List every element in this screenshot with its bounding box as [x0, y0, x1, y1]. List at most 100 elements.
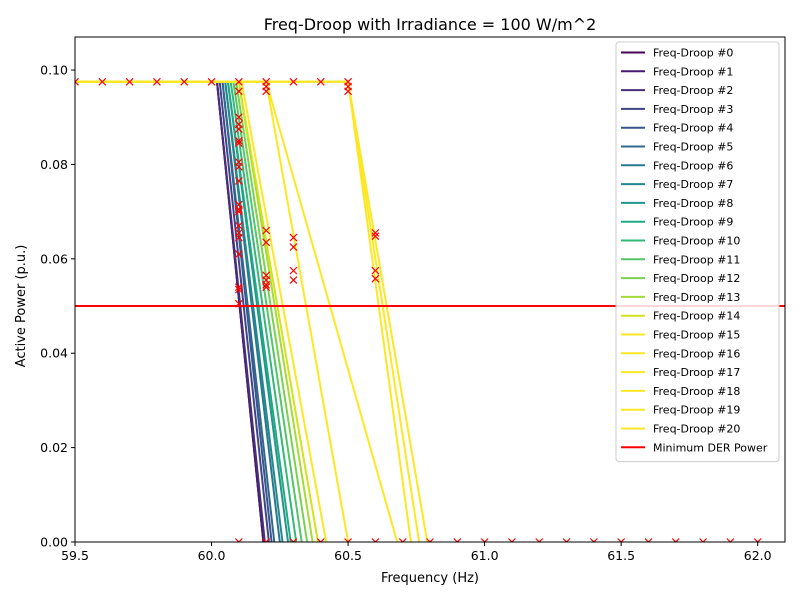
data-marker: [262, 280, 271, 289]
data-marker: [371, 538, 380, 542]
data-marker: [152, 77, 161, 86]
data-marker: [234, 162, 243, 171]
data-marker: [289, 77, 298, 86]
legend-box: [615, 41, 780, 463]
legend-label: Freq-Droop #8: [653, 197, 733, 210]
data-marker: [398, 538, 407, 542]
legend-label: Freq-Droop #1: [653, 65, 733, 78]
data-marker: [289, 243, 298, 251]
y-tick-label: 0.08: [40, 157, 68, 172]
data-marker: [234, 113, 243, 122]
plot-frame: [74, 36, 786, 543]
y-tick-label: 0.10: [40, 63, 68, 78]
data-marker: [207, 77, 216, 86]
data-marker: [562, 538, 571, 542]
data-marker: [726, 538, 735, 542]
data-marker: [289, 233, 298, 242]
data-marker: [234, 139, 243, 148]
x-tick-label: 59.5: [61, 548, 89, 563]
data-marker: [234, 125, 243, 133]
data-marker: [234, 77, 243, 86]
data-marker: [289, 266, 298, 275]
data-marker: [125, 77, 134, 86]
data-marker: [289, 276, 298, 284]
marker-layer: [75, 77, 762, 542]
chart-title: Freq-Droop with Irradiance = 100 W/m^2: [264, 15, 597, 34]
legend-label: Freq-Droop #7: [653, 178, 733, 191]
legend-label: Freq-Droop #20: [653, 423, 740, 436]
data-marker: [426, 538, 434, 542]
data-marker: [234, 250, 243, 259]
legend-label: Freq-Droop #18: [653, 385, 740, 398]
data-marker: [344, 87, 353, 96]
data-marker: [589, 538, 598, 542]
x-tick-label: 62.0: [744, 548, 772, 563]
legend-label: Freq-Droop #3: [653, 103, 733, 116]
data-marker: [234, 87, 243, 96]
data-marker: [371, 228, 380, 237]
data-marker: [535, 538, 544, 542]
legend-label: Freq-Droop #9: [653, 216, 733, 229]
data-marker: [316, 538, 325, 542]
data-marker: [671, 538, 680, 542]
y-tick-label: 0.00: [40, 535, 68, 550]
data-marker: [75, 77, 79, 86]
y-tick-label: 0.04: [40, 346, 68, 361]
data-marker: [371, 274, 380, 283]
data-marker: [234, 285, 243, 294]
data-marker: [262, 87, 271, 96]
data-marker: [262, 226, 271, 235]
data-marker: [753, 538, 762, 542]
y-tick-label: 0.02: [40, 440, 68, 455]
legend-label: Freq-Droop #14: [653, 310, 740, 323]
data-marker: [234, 177, 243, 185]
legend-label: Freq-Droop #19: [653, 404, 740, 417]
legend: Freq-Droop #0 Freq-Droop #1 Freq-Droop #2 F…: [615, 41, 780, 463]
x-tick-label: 61.0: [471, 548, 499, 563]
data-marker: [480, 538, 489, 542]
data-marker: [234, 283, 243, 292]
legend-label: Minimum DER Power: [653, 441, 768, 454]
legend-label: Freq-Droop #0: [653, 47, 733, 60]
data-marker: [262, 538, 271, 542]
legend-label: Freq-Droop #13: [653, 291, 740, 304]
x-axis-title: Frequency (Hz): [381, 571, 479, 586]
data-marker: [617, 538, 626, 542]
data-marker: [234, 233, 243, 242]
data-marker: [507, 538, 516, 542]
plot-area: [75, 77, 785, 542]
data-marker: [234, 299, 243, 308]
x-axis: 59.5 60.0 60.5 61.0 61.5 62.0: [61, 542, 772, 563]
data-marker: [234, 207, 243, 216]
data-marker: [316, 77, 325, 86]
data-marker: [371, 232, 380, 241]
data-marker: [262, 238, 271, 247]
y-axis: 0.00 0.02 0.04 0.06 0.08 0.10: [40, 63, 75, 550]
legend-label: Freq-Droop #11: [653, 253, 740, 266]
data-marker: [262, 283, 271, 292]
legend-label: Freq-Droop #4: [653, 122, 733, 135]
data-marker: [344, 538, 353, 542]
data-marker: [234, 538, 243, 542]
x-tick-label: 60.0: [198, 548, 226, 563]
y-tick-label: 0.06: [40, 251, 68, 266]
legend-label: Freq-Droop #5: [653, 141, 733, 154]
data-marker: [289, 538, 298, 542]
x-tick-label: 60.5: [334, 548, 362, 563]
x-tick-label: 61.5: [607, 548, 635, 563]
legend-label: Freq-Droop #16: [653, 347, 740, 360]
data-marker: [699, 538, 708, 542]
data-marker: [371, 266, 380, 275]
legend-label: Freq-Droop #10: [653, 235, 740, 248]
legend-label: Freq-Droop #12: [653, 272, 740, 285]
data-marker: [98, 77, 107, 86]
legend-label: Freq-Droop #6: [653, 159, 733, 172]
data-marker: [234, 136, 243, 145]
data-marker: [644, 538, 653, 542]
legend-label: Freq-Droop #17: [653, 366, 740, 379]
legend-label: Freq-Droop #2: [653, 84, 733, 97]
data-marker: [180, 77, 189, 86]
data-marker: [234, 221, 243, 230]
data-marker: [453, 538, 462, 542]
